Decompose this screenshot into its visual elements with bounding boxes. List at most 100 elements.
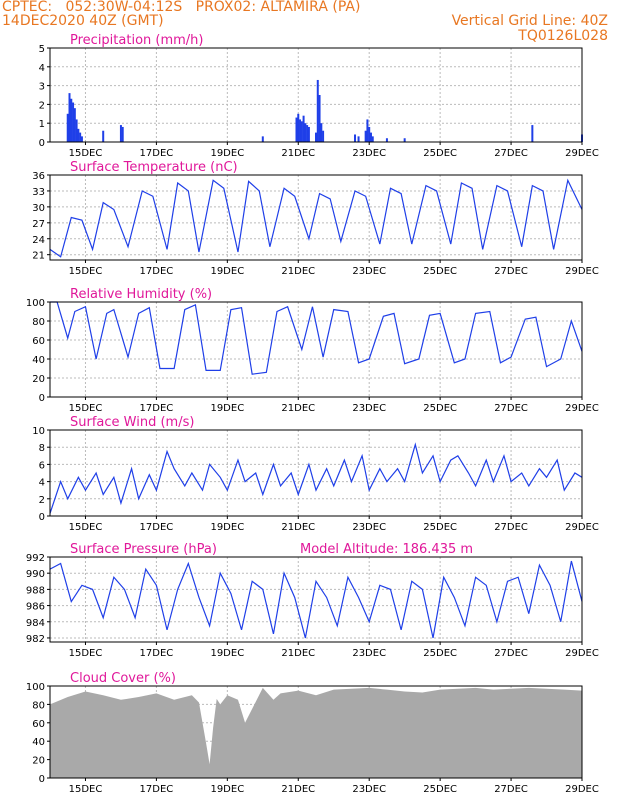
panel-6-ytick-label: 40 bbox=[32, 737, 45, 748]
panel-6-xtick-label: 21DEC bbox=[281, 784, 315, 795]
panel-1-ytick-label: 3 bbox=[39, 82, 45, 93]
panel-1-ytick-label: 0 bbox=[39, 138, 45, 149]
panel-6-xtick-label: 19DEC bbox=[210, 784, 244, 795]
panel-1-precip-bar bbox=[261, 136, 264, 142]
panel-1-precip-bar bbox=[357, 136, 360, 142]
panel-5-ytick-label: 984 bbox=[26, 618, 45, 629]
panel-3-ytick-label: 20 bbox=[32, 374, 45, 385]
panel-1-precip-bar bbox=[371, 136, 374, 142]
panel-5-series-line bbox=[49, 560, 583, 639]
panel-2-ytick-label: 21 bbox=[32, 251, 45, 262]
panel-1-precip-bar bbox=[316, 79, 319, 142]
panel-5-ytick-label: 982 bbox=[26, 634, 45, 645]
panel-1-precip-bar bbox=[66, 113, 69, 142]
panel-5-ytick-label: 990 bbox=[26, 569, 45, 580]
panel-1-precip-bar bbox=[366, 119, 369, 142]
panel-3-title: Relative Humidity (%) bbox=[70, 287, 212, 302]
panel-5-xtick-label: 21DEC bbox=[281, 648, 315, 659]
panel-2-xtick-label: 23DEC bbox=[352, 266, 386, 277]
panel-2-ytick-label: 30 bbox=[32, 203, 45, 214]
panel-4-ytick-label: 10 bbox=[32, 426, 45, 437]
panel-1-precip-bar bbox=[68, 93, 71, 142]
panel-6-frame bbox=[49, 685, 583, 779]
panel-1-precip-bar bbox=[299, 119, 302, 142]
panel-6-xtick-label: 23DEC bbox=[352, 784, 386, 795]
panel-1-precip-bar bbox=[121, 126, 124, 142]
panel-4-series-line bbox=[49, 442, 583, 514]
panel-1-precip-bar bbox=[70, 98, 73, 142]
panel-2-xtick-label: 21DEC bbox=[281, 266, 315, 277]
panel-5-ytick-label: 986 bbox=[26, 602, 45, 613]
panel-6-xtick-label: 17DEC bbox=[140, 784, 174, 795]
panel-6-xtick-label: 15DEC bbox=[69, 784, 103, 795]
panel-1-ytick-label: 2 bbox=[39, 100, 45, 111]
panel-1-frame bbox=[49, 47, 583, 143]
header-line1: CPTEC: 052:30W-04:12S PROX02: ALTAMIRA (… bbox=[2, 0, 361, 15]
panel-1-xtick-label: 19DEC bbox=[210, 148, 244, 159]
panel-5-xtick-label: 17DEC bbox=[140, 648, 174, 659]
panel-1-precip-bar bbox=[364, 130, 367, 142]
panel-1-precip-bar bbox=[318, 95, 321, 142]
panel-1-precip-bar bbox=[368, 126, 371, 142]
panel-2-ytick-label: 24 bbox=[32, 235, 45, 246]
panel-1-title: Precipitation (mm/h) bbox=[70, 33, 203, 48]
panel-6-ytick-label: 100 bbox=[26, 682, 45, 693]
panel-4-title: Surface Wind (m/s) bbox=[70, 415, 194, 430]
panel-1-xtick-label: 21DEC bbox=[281, 148, 315, 159]
panel-4-xtick-label: 25DEC bbox=[423, 522, 457, 533]
panel-4-xtick-label: 21DEC bbox=[281, 522, 315, 533]
panel-3-xtick-label: 21DEC bbox=[281, 403, 315, 414]
panel-6-xtick-label: 27DEC bbox=[494, 784, 528, 795]
panel-1-precip-bar bbox=[102, 130, 105, 142]
panel-2-ytick-label: 36 bbox=[32, 171, 45, 182]
panel-1-precip-bar bbox=[304, 123, 307, 142]
panel-5-xtick-label: 27DEC bbox=[494, 648, 528, 659]
panel-4-xtick-label: 29DEC bbox=[565, 522, 599, 533]
panel-1-precip-bar bbox=[295, 117, 298, 142]
panel-3-frame bbox=[49, 301, 583, 398]
panel-2-series-line bbox=[49, 178, 583, 258]
panel-3-ytick-label: 0 bbox=[39, 393, 45, 404]
panel-1-xtick-label: 15DEC bbox=[69, 148, 103, 159]
panel-3-xtick-label: 25DEC bbox=[423, 403, 457, 414]
panel-1-xtick-label: 27DEC bbox=[494, 148, 528, 159]
panel-2-ytick-label: 27 bbox=[32, 219, 45, 230]
panel-1-precip-bar bbox=[307, 126, 310, 142]
panel-2-xtick-label: 15DEC bbox=[69, 266, 103, 277]
panel-6-ytick-label: 60 bbox=[32, 719, 45, 730]
panel-4-xtick-label: 19DEC bbox=[210, 522, 244, 533]
panel-1-precip-bar bbox=[385, 138, 388, 142]
panel-2-xtick-label: 29DEC bbox=[565, 266, 599, 277]
panel-1-precip-bar bbox=[306, 125, 309, 142]
panel-1-xtick-label: 29DEC bbox=[565, 148, 599, 159]
panel-4-xtick-label: 15DEC bbox=[69, 522, 103, 533]
panel-6-xtick-label: 25DEC bbox=[423, 784, 457, 795]
panel-5-xtick-label: 29DEC bbox=[565, 648, 599, 659]
panel-1-xtick-label: 25DEC bbox=[423, 148, 457, 159]
panel-5-ytick-label: 992 bbox=[26, 553, 45, 564]
panel-2-xtick-label: 17DEC bbox=[140, 266, 174, 277]
panel-1-precip-bar bbox=[302, 115, 305, 142]
panel-3-xtick-label: 17DEC bbox=[140, 403, 174, 414]
panel-4-xtick-label: 27DEC bbox=[494, 522, 528, 533]
header-line2-left: 14DEC2020 40Z (GMT) bbox=[2, 13, 164, 29]
header-line2-right: Vertical Grid Line: 40Z bbox=[451, 13, 608, 29]
panel-4-xtick-label: 17DEC bbox=[140, 522, 174, 533]
panel-2-xtick-label: 25DEC bbox=[423, 266, 457, 277]
panel-5-xtick-label: 25DEC bbox=[423, 648, 457, 659]
panel-2-ytick-label: 33 bbox=[32, 187, 45, 198]
panel-1-precip-bar bbox=[403, 138, 406, 142]
panel-5-frame bbox=[49, 556, 583, 643]
panel-3-series-line bbox=[50, 301, 583, 375]
panel-4-ytick-label: 8 bbox=[39, 443, 45, 454]
panel-4-ytick-label: 2 bbox=[39, 495, 45, 506]
panel-3-ytick-label: 80 bbox=[32, 317, 45, 328]
panel-3-ytick-label: 100 bbox=[26, 298, 45, 309]
panel-1-precip-bar bbox=[322, 130, 325, 142]
panel-1-precip-bar bbox=[300, 121, 303, 142]
panel-1-precip-bar bbox=[79, 132, 82, 142]
panel-1-ytick-label: 5 bbox=[39, 44, 45, 55]
panel-1-precip-bar bbox=[531, 125, 534, 142]
panel-5-ytick-label: 988 bbox=[26, 585, 45, 596]
